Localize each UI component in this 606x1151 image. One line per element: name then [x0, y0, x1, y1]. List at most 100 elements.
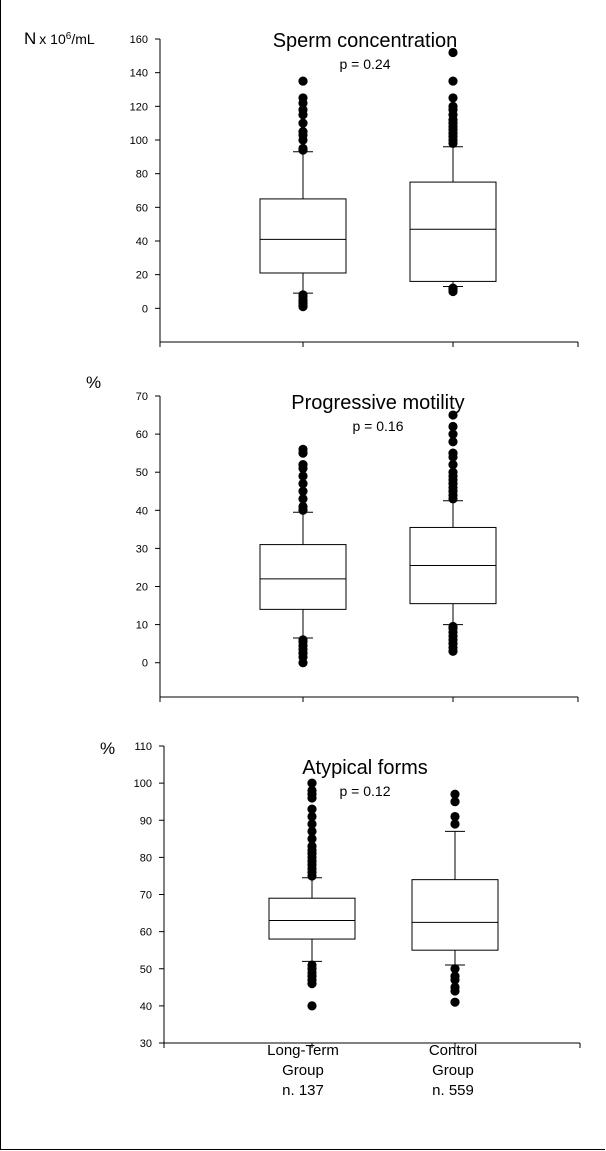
outlier-point	[298, 444, 308, 454]
outlier-point	[450, 997, 460, 1007]
y-tick-label: 60	[136, 429, 148, 441]
panel-title: Sperm concentration	[273, 30, 458, 52]
outlier-point	[448, 437, 458, 447]
y-tick-label: 80	[136, 169, 148, 181]
panel-title: Atypical forms	[302, 757, 428, 779]
outlier-point	[448, 429, 458, 439]
y-tick-label: 160	[130, 34, 148, 46]
iqr-box	[268, 897, 356, 940]
outlier-point	[298, 459, 308, 470]
outlier-point	[298, 471, 308, 481]
outlier-point	[448, 101, 458, 111]
outlier-point	[307, 804, 317, 814]
outlier-point	[448, 283, 458, 293]
outlier-point	[450, 811, 460, 822]
outlier-point	[298, 93, 308, 103]
outlier-point	[448, 459, 458, 470]
outlier-point	[448, 467, 458, 477]
outlier-point	[307, 826, 317, 836]
group-label-line: Control	[429, 1042, 477, 1059]
outlier-point	[298, 118, 308, 128]
y-tick-label: 40	[140, 1001, 152, 1013]
outlier-point	[307, 819, 317, 829]
y-label-rest: x 10	[39, 31, 66, 47]
y-label-main: N	[24, 29, 36, 48]
y-tick-label: 110	[134, 741, 152, 753]
outlier-point	[298, 143, 308, 154]
panel-progressive-motility: Progressive motility p = 0.16 % 0 10 20 30 4…	[86, 373, 579, 702]
outlier-point	[307, 834, 317, 844]
panel-p-value: p = 0.24	[340, 56, 391, 72]
y-label-tail: /mL	[71, 31, 95, 47]
group-label-line: Long-Term	[267, 1042, 339, 1059]
y-tick-label: 0	[142, 303, 148, 315]
group-label-control: Control Group n. 559	[429, 1042, 477, 1099]
group-label-line: n. 137	[282, 1082, 324, 1099]
group-label-long-term: Long-Term Group n. 137	[267, 1042, 339, 1099]
outlier-point	[448, 621, 458, 632]
iqr-box	[259, 198, 347, 274]
outlier-point	[298, 76, 308, 86]
outlier-point	[298, 486, 308, 496]
outlier-point	[298, 290, 308, 300]
y-tick-label: 100	[130, 135, 148, 147]
group-label-line: Group	[432, 1062, 474, 1079]
outlier-point	[448, 448, 458, 458]
outlier-point	[298, 479, 308, 489]
outlier-point	[448, 76, 458, 86]
panel-atypical-forms: Atypical forms p = 0.12 % 30 40 50 60 70 80 90…	[100, 739, 581, 1050]
plot-area: 0 20 40 60 80 100 120 140 160	[130, 34, 579, 347]
plot-area: 30 40 50 60 70 80 90 100 110	[134, 741, 581, 1050]
y-axis-label: %	[100, 739, 115, 758]
outlier-point	[298, 635, 308, 645]
outlier-point	[448, 93, 458, 103]
y-tick-label: 50	[140, 964, 152, 976]
y-axis-label: %	[86, 373, 101, 392]
panel-p-value: p = 0.12	[340, 783, 391, 799]
y-tick-label: 20	[136, 270, 148, 282]
outlier-point	[298, 494, 308, 504]
outlier-point	[450, 819, 460, 829]
y-tick-label: 90	[140, 815, 152, 827]
y-tick-label: 60	[140, 927, 152, 939]
panel-title: Progressive motility	[291, 392, 464, 414]
y-tick-label: 30	[140, 1038, 152, 1050]
outlier-point	[450, 964, 460, 974]
y-tick-label: 50	[136, 467, 148, 479]
y-tick-label: 140	[130, 68, 148, 80]
outlier-point	[448, 421, 458, 432]
y-tick-label: 0	[142, 658, 148, 670]
outlier-point	[307, 841, 317, 851]
outlier-point	[298, 105, 308, 115]
y-tick-label: 100	[134, 778, 152, 790]
y-tick-label: 120	[130, 101, 148, 113]
outlier-point	[450, 789, 460, 799]
outlier-point	[450, 971, 460, 981]
outlier-point	[307, 811, 317, 822]
outlier-point	[307, 778, 317, 788]
y-tick-label: 80	[140, 852, 152, 864]
outlier-point	[448, 47, 458, 58]
iqr-box	[259, 544, 347, 610]
y-tick-label: 10	[136, 620, 148, 632]
group-label-line: Group	[282, 1062, 324, 1079]
y-tick-label: 40	[136, 236, 148, 248]
outlier-point	[307, 960, 317, 970]
y-tick-label: 60	[136, 202, 148, 214]
outlier-point	[450, 797, 460, 807]
outlier-point	[298, 126, 308, 137]
outlier-point	[450, 982, 460, 992]
outlier-point	[298, 501, 308, 512]
y-tick-label: 40	[136, 505, 148, 517]
iqr-box	[409, 181, 497, 282]
y-tick-label: 30	[136, 543, 148, 555]
y-label-sup: 6	[66, 31, 72, 42]
outlier-point	[307, 1001, 317, 1011]
y-tick-label: 70	[140, 890, 152, 902]
y-tick-label: 70	[136, 391, 148, 403]
group-label-line: n. 559	[432, 1082, 474, 1099]
